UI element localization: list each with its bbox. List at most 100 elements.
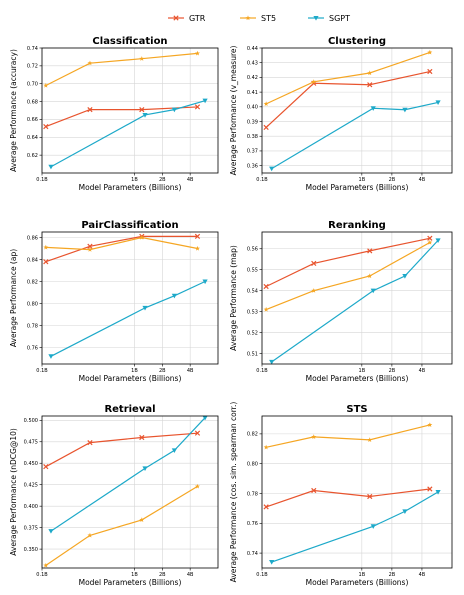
data-point-sgpt (171, 107, 177, 113)
y-tick-label: 0.450 (24, 461, 38, 467)
y-axis-label: Average Performance (map) (229, 245, 238, 351)
data-point-sgpt (171, 448, 177, 453)
y-tick-label: 0.64 (27, 135, 38, 141)
data-point-st5 (427, 422, 433, 428)
legend-marker-gtr (173, 15, 179, 21)
y-tick-label: 0.38 (247, 134, 258, 140)
series-line-gtr (265, 70, 430, 128)
y-tick-label: 0.42 (247, 75, 258, 81)
plot-frame (41, 415, 219, 569)
y-tick-label: 0.425 (24, 483, 38, 489)
data-point-st5 (43, 82, 49, 88)
series-line-st5 (45, 52, 198, 87)
y-tick-label: 0.74 (247, 551, 258, 557)
x-tick-label: 0.1B (36, 368, 48, 374)
x-axis-label: Model Parameters (Billions) (79, 374, 182, 383)
y-axis-label: Average Performance (accuracy) (9, 49, 18, 172)
series-line-sgpt (50, 417, 206, 532)
data-point-sgpt (402, 509, 408, 514)
y-tick-label: 0.54 (247, 288, 258, 294)
chart-clustering: 0.1B 1B 2B 4B 0.36 0.37 0.38 0.39 0.40 0.41 0.42 0.… (229, 36, 453, 192)
data-point-st5 (43, 562, 49, 568)
x-tick-label: 2B (389, 572, 396, 578)
series-line-gtr (45, 432, 198, 468)
data-point-gtr (194, 104, 201, 110)
data-point-sgpt (402, 107, 408, 113)
data-point-sgpt (48, 164, 54, 170)
y-axis-label: Average Performance (ap) (9, 249, 18, 347)
y-axis-label: Average Performance (nDCG@10) (9, 428, 18, 556)
data-point-sgpt (171, 293, 177, 299)
data-point-gtr (427, 486, 433, 492)
data-point-sgpt (142, 112, 148, 118)
x-tick-label: 1B (359, 572, 366, 578)
y-axis-label: Average Performance (v_measure) (229, 46, 238, 176)
y-tick-label: 0.36 (247, 163, 258, 169)
x-axis-label: Model Parameters (Billions) (306, 374, 409, 383)
y-tick-label: 0.41 (247, 90, 258, 96)
data-point-st5 (367, 437, 373, 442)
y-tick-label: 0.66 (27, 117, 38, 123)
data-point-st5 (263, 444, 269, 450)
y-tick-label: 0.82 (247, 432, 258, 438)
plot-frame (261, 231, 453, 365)
plot-area (262, 232, 452, 364)
data-point-st5 (139, 517, 145, 523)
legend: GTR ST5 SGPT (168, 14, 350, 23)
series-line-st5 (265, 51, 431, 105)
chart-reranking: 0.1B 1B 2B 4B 0.51 0.52 0.53 0.54 0.55 0.56 Rerank… (229, 220, 453, 383)
data-point-gtr (87, 106, 93, 113)
data-point-sgpt (435, 100, 441, 106)
data-point-sgpt (48, 354, 54, 359)
data-point-sgpt (402, 274, 408, 279)
chart-title: STS (346, 404, 367, 415)
plot-frame (261, 47, 453, 174)
y-tick-label: 0.72 (27, 64, 38, 70)
y-tick-label: 0.80 (247, 461, 258, 467)
data-point-st5 (195, 50, 200, 56)
data-point-st5 (427, 49, 433, 55)
data-point-gtr (139, 434, 145, 441)
data-point-st5 (195, 483, 200, 489)
y-tick-label: 0.70 (27, 82, 38, 88)
plot-frame (261, 415, 453, 569)
y-tick-label: 0.78 (247, 491, 258, 497)
chart-sts: 0.1B 1B 2B 4B 0.74 0.76 0.78 0.80 0.82 STS Model P… (229, 402, 453, 587)
data-point-gtr (427, 235, 433, 241)
x-tick-label: 1B (131, 572, 138, 578)
x-tick-label: 2B (159, 572, 166, 578)
data-point-st5 (139, 234, 145, 240)
data-point-sgpt (435, 238, 441, 243)
y-tick-label: 0.76 (27, 345, 38, 351)
data-point-st5 (87, 60, 93, 66)
x-axis-label: Model Parameters (Billions) (306, 183, 409, 192)
x-tick-label: 4B (419, 177, 426, 183)
chart-title: PairClassification (81, 220, 178, 231)
x-tick-label: 4B (187, 177, 194, 183)
data-point-sgpt (370, 106, 376, 111)
data-point-sgpt (269, 359, 275, 365)
data-point-st5 (87, 532, 93, 538)
data-point-gtr (367, 493, 373, 500)
chart-title: Clustering (328, 36, 386, 47)
y-tick-label: 0.51 (247, 351, 258, 357)
x-axis-label: Model Parameters (Billions) (306, 578, 409, 587)
y-tick-label: 0.56 (247, 247, 258, 253)
x-tick-label: 2B (159, 368, 166, 374)
chart-pairclassification: 0.1B 1B 2B 4B 0.76 0.78 0.80 0.82 0.84 0.86 PairCl… (9, 220, 219, 383)
x-tick-label: 0.1B (256, 572, 268, 578)
data-point-st5 (367, 70, 373, 76)
y-axis-label: Average Performance (cos. sim. spearman … (229, 402, 238, 583)
y-tick-label: 0.500 (24, 418, 38, 424)
y-tick-label: 0.39 (247, 119, 258, 125)
data-point-gtr (263, 124, 269, 131)
legend-label-gtr: GTR (189, 14, 206, 23)
chart-retrieval: 0.1B 1B 2B 4B 0.350 0.375 0.400 0.425 0.450 0.475… (9, 404, 219, 587)
data-point-gtr (87, 243, 93, 249)
x-tick-label: 0.1B (36, 177, 48, 183)
series-line-gtr (45, 235, 198, 263)
data-point-st5 (87, 247, 93, 252)
data-point-sgpt (435, 490, 441, 495)
data-point-gtr (139, 106, 145, 113)
data-point-gtr (427, 68, 433, 75)
